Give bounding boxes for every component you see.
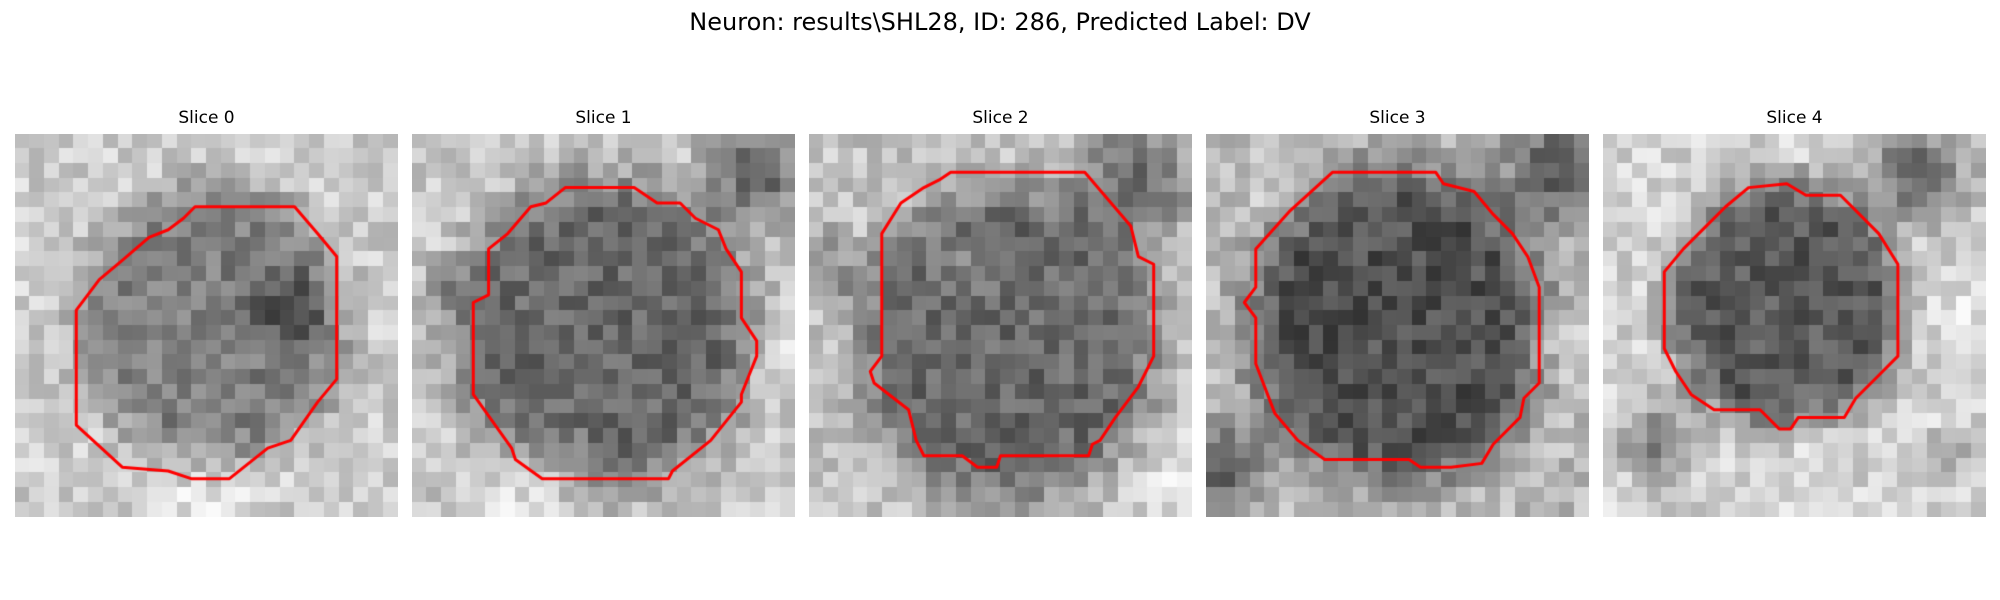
slice-panel-3: Slice 3 bbox=[1206, 108, 1589, 518]
slice-title: Slice 4 bbox=[1766, 108, 1823, 128]
slice-title: Slice 1 bbox=[575, 108, 632, 128]
figure-title: Neuron: results\SHL28, ID: 286, Predicte… bbox=[689, 8, 1311, 36]
slice-panel-1: Slice 1 bbox=[412, 108, 795, 518]
slice-image bbox=[1206, 134, 1589, 517]
slice-image bbox=[1603, 134, 1986, 517]
slice-title: Slice 3 bbox=[1369, 108, 1426, 128]
slice-panel-2: Slice 2 bbox=[809, 108, 1192, 518]
slice-title: Slice 2 bbox=[972, 108, 1029, 128]
slice-image bbox=[412, 134, 795, 517]
slice-image bbox=[15, 134, 398, 517]
slice-panel-0: Slice 0 bbox=[15, 108, 398, 518]
slice-title: Slice 0 bbox=[178, 108, 235, 128]
slice-image bbox=[809, 134, 1192, 517]
slice-panel-4: Slice 4 bbox=[1603, 108, 1986, 518]
